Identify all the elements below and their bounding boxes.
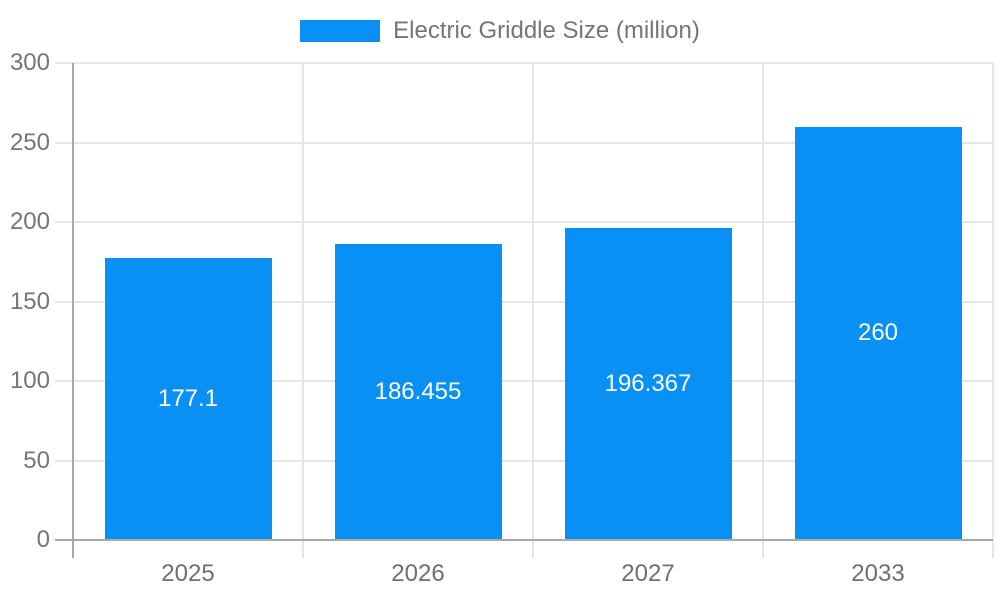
- y-tick-label-150: 150: [9, 287, 50, 315]
- gridline-x-boundary-1: [302, 63, 304, 558]
- y-tick-label-200: 200: [9, 208, 50, 235]
- bar-2027[interactable]: [564, 227, 732, 540]
- bar-2033[interactable]: [794, 126, 962, 540]
- gridline-y-300: [55, 62, 993, 64]
- x-tick-label-2027: 2027: [621, 560, 675, 587]
- bar-value-label-2027: 196.367: [604, 369, 692, 397]
- y-tick-label-300: 300: [9, 49, 50, 76]
- bar-value-label-2033: 260: [857, 319, 899, 347]
- gridline-x-boundary-3: [762, 63, 764, 558]
- x-axis-line: [55, 539, 993, 541]
- gridline-y-200: [55, 221, 993, 223]
- legend: Electric Griddle Size (million): [0, 18, 1000, 44]
- y-tick-label-50: 50: [23, 446, 50, 474]
- bar-2025[interactable]: [104, 258, 272, 540]
- bar-value-label-2026: 186.455: [374, 377, 462, 405]
- y-tick-label-0: 0: [36, 526, 50, 553]
- y-tick-label-250: 250: [9, 128, 50, 156]
- x-tick-label-2025: 2025: [161, 560, 215, 587]
- x-tick-label-2026: 2026: [391, 560, 445, 587]
- y-tick-label-100: 100: [9, 367, 50, 394]
- legend-swatch: [300, 20, 381, 42]
- gridline-y-250: [55, 141, 993, 144]
- x-tick-label-2033: 2033: [851, 560, 905, 587]
- bar-2026[interactable]: [334, 243, 502, 540]
- gridline-y-150: [55, 300, 993, 303]
- gridline-x-boundary-2: [532, 63, 534, 558]
- y-axis-line: [72, 63, 74, 558]
- gridline-y-100: [55, 380, 993, 382]
- gridline-y-50: [55, 459, 993, 462]
- bar-value-label-2025: 177.1: [157, 385, 219, 413]
- legend-label: Electric Griddle Size (million): [393, 17, 700, 44]
- gridline-x-boundary-4: [992, 63, 994, 558]
